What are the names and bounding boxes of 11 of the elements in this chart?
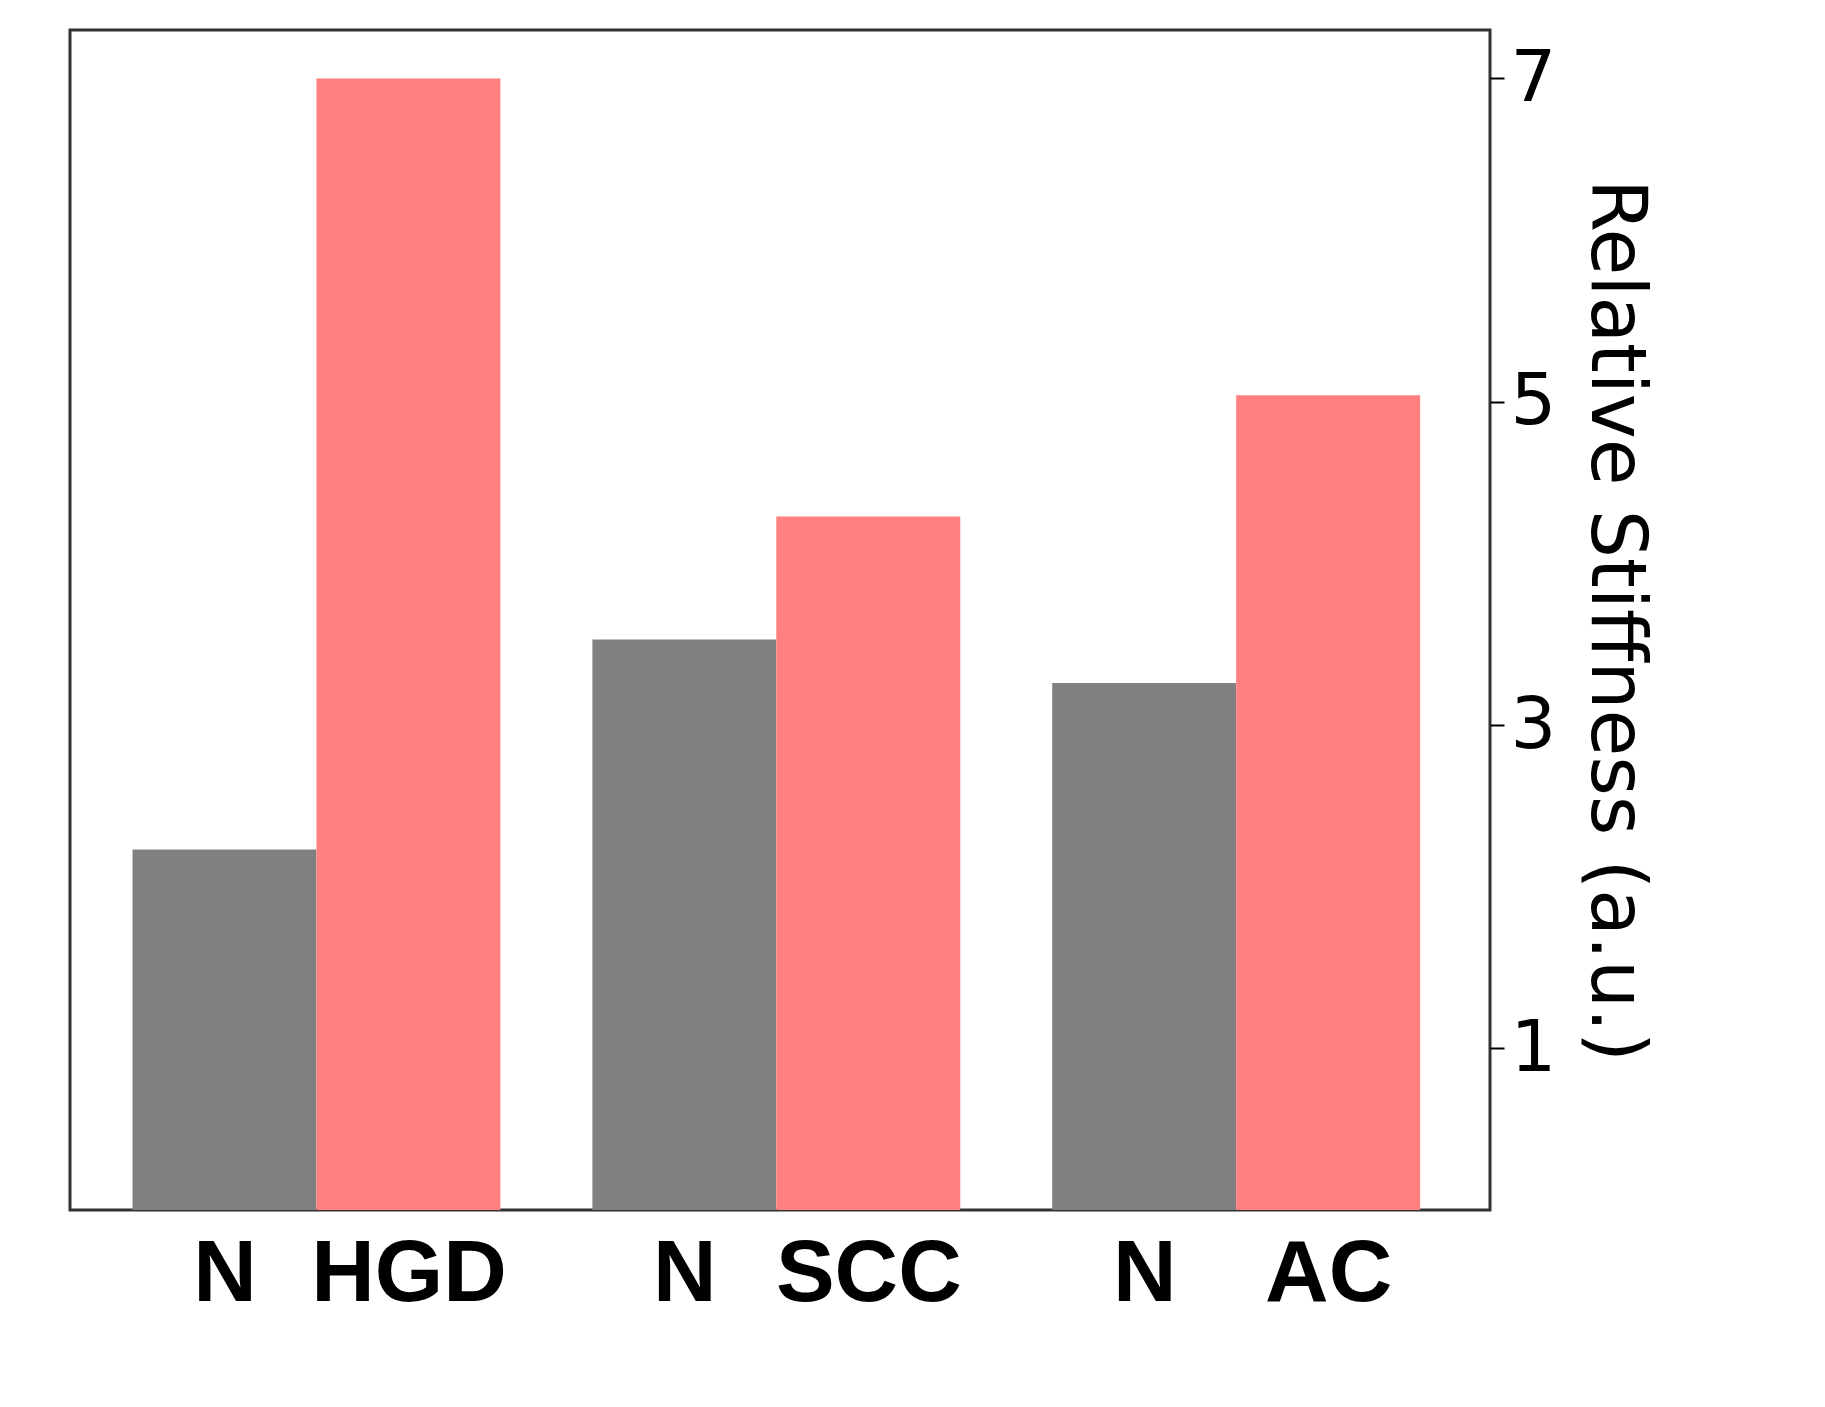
y-tick-label: 3: [1510, 680, 1557, 765]
x-tick-label: N: [653, 1220, 717, 1320]
x-tick-label: N: [1112, 1220, 1177, 1320]
x-tick-label: N: [193, 1220, 257, 1320]
y-tick-label: 5: [1510, 357, 1557, 442]
x-tick-label: HGD: [311, 1220, 507, 1320]
x-tick-label: AC: [1265, 1220, 1393, 1320]
y-tick-label: 7: [1510, 33, 1557, 118]
y-axis-title: Relative Stiffness (a.u.): [1574, 179, 1664, 1062]
y-tick-label: 1: [1510, 1003, 1557, 1088]
x-tick-label: SCC: [775, 1220, 962, 1320]
